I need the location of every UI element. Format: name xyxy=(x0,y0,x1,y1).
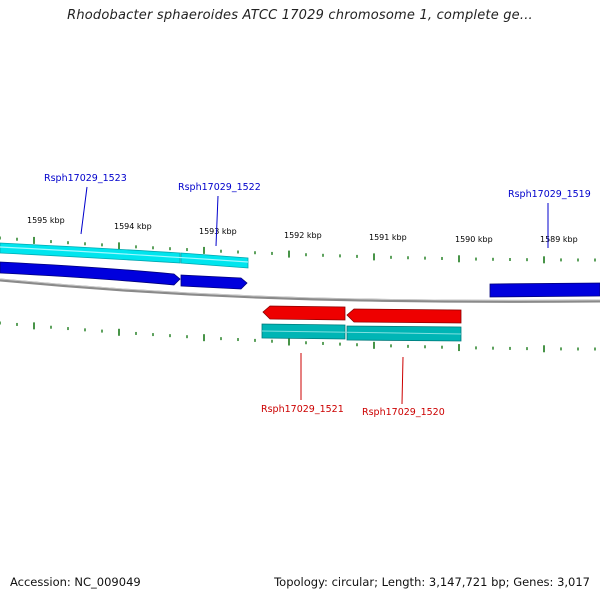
gene-arrow-1523[interactable] xyxy=(0,261,181,286)
reverse-gene-track xyxy=(262,305,462,324)
gene-arrow-1520[interactable] xyxy=(346,308,462,324)
forward-gene-track xyxy=(0,261,600,298)
kbp-label-1595: 1595 kbp xyxy=(27,216,65,225)
forward-tick-row xyxy=(0,236,596,264)
gene-label-1520[interactable]: Rsph17029_1520 xyxy=(362,407,445,418)
gene-label-1522[interactable]: Rsph17029_1522 xyxy=(178,182,261,193)
map-title: Rhodobacter sphaeroides ATCC 17029 chrom… xyxy=(67,8,533,23)
gene-label-1521[interactable]: Rsph17029_1521 xyxy=(261,404,344,415)
gene-label-1523[interactable]: Rsph17029_1523 xyxy=(44,173,127,184)
kbp-labels: 1595 kbp 1594 kbp 1593 kbp 1592 kbp 1591… xyxy=(27,216,578,244)
kbp-label-1589: 1589 kbp xyxy=(540,235,578,244)
cds-highlight xyxy=(0,246,249,263)
cds-highlight xyxy=(261,330,462,335)
kbp-label-1590: 1590 kbp xyxy=(455,235,493,244)
cds-bar-1523[interactable] xyxy=(0,242,181,264)
gene-label-1519[interactable]: Rsph17029_1519 xyxy=(508,189,591,200)
reverse-tick-row xyxy=(0,321,596,353)
gene-labels: Rsph17029_1523 Rsph17029_1522 Rsph17029_… xyxy=(44,173,591,418)
topology-summary: Topology: circular; Length: 3,147,721 bp… xyxy=(274,575,590,589)
gene-arrow-1522[interactable] xyxy=(180,274,248,290)
accession-text: Accession: NC_009049 xyxy=(10,575,141,589)
gene-arrow-1519[interactable] xyxy=(489,282,600,298)
kbp-label-1594: 1594 kbp xyxy=(114,222,152,231)
cds-bar-1522[interactable] xyxy=(180,252,249,269)
reverse-cds-track xyxy=(261,323,462,342)
leader-1523 xyxy=(80,186,88,235)
forward-cds-track xyxy=(0,242,249,269)
kbp-label-1592: 1592 kbp xyxy=(284,231,322,240)
kbp-label-1593: 1593 kbp xyxy=(199,227,237,236)
leader-1522 xyxy=(215,195,219,247)
backbone-highlight xyxy=(0,278,600,301)
kbp-label-1591: 1591 kbp xyxy=(369,233,407,242)
chromosome-backbone xyxy=(0,278,600,303)
leader-1520 xyxy=(401,356,404,405)
gene-arrow-1521[interactable] xyxy=(262,305,346,321)
callout-lines xyxy=(80,186,549,405)
